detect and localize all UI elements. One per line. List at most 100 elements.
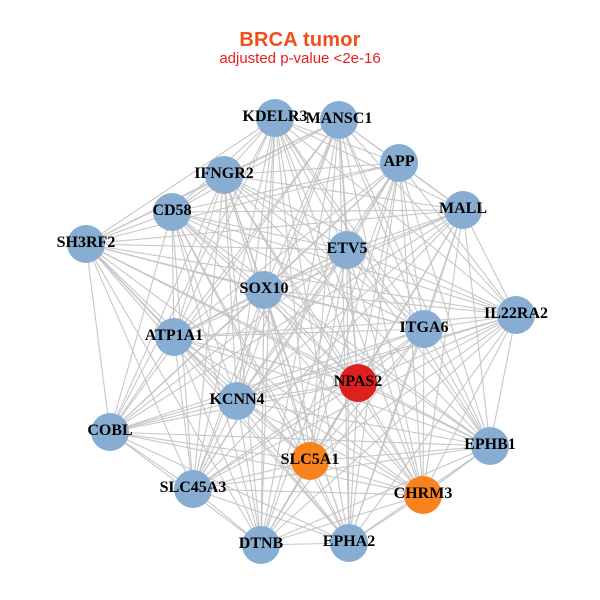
node-KDELR3 [256,99,294,137]
node-label-KCNN4: KCNN4 [209,391,264,408]
edge-NPAS2-SLC45A3 [192,382,359,490]
edge-MALL-CHRM3 [422,209,464,496]
node-EPHA2 [330,524,368,562]
edge-MANSC1-COBL [109,119,340,433]
node-label-MANSC1: MANSC1 [306,110,373,127]
edge-IFNGR2-COBL [109,174,225,433]
edge-MANSC1-CD58 [171,119,340,213]
edge-IFNGR2-ETV5 [223,174,348,251]
edge-SLC45A3-CHRM3 [192,488,424,496]
edge-IFNGR2-EPHB1 [223,174,491,447]
edge-ITGA6-DTNB [260,328,425,546]
edge-layer [85,117,517,546]
edge-SH3RF2-EPHB1 [85,243,491,447]
edge-APP-DTNB [260,162,400,546]
node-KCNN4 [218,382,256,420]
edge-ETV5-SLC45A3 [192,249,348,490]
edge-SOX10-COBL [109,289,265,433]
node-MANSC1 [320,101,358,139]
node-label-COBL: COBL [87,422,132,439]
edge-SOX10-NPAS2 [263,289,359,384]
edge-APP-IFNGR2 [223,162,400,176]
edge-ETV5-CHRM3 [346,249,424,496]
edge-IL22RA2-EPHA2 [348,314,517,544]
edge-MALL-IL22RA2 [462,209,517,316]
edge-MALL-KCNN4 [236,209,464,402]
edge-KDELR3-SLC45A3 [192,117,276,490]
node-label-SOX10: SOX10 [240,280,289,297]
edge-KDELR3-ITGA6 [274,117,425,330]
node-label-EPHB1: EPHB1 [464,436,516,453]
edge-EPHB1-SLC45A3 [192,445,491,490]
edge-ATP1A1-EPHB1 [173,336,491,447]
edge-SH3RF2-IL22RA2 [85,243,517,316]
node-NPAS2 [339,364,377,402]
edge-IL22RA2-EPHB1 [489,314,517,447]
edge-MALL-SLC45A3 [192,209,464,490]
edge-COBL-EPHB1 [109,431,491,447]
edge-ETV5-SLC5A1 [309,249,348,462]
node-label-DTNB: DTNB [239,535,284,552]
edge-CD58-ITGA6 [171,211,425,330]
edge-NPAS2-EPHB1 [357,382,491,447]
edge-CD58-SOX10 [171,211,265,291]
edge-SOX10-IL22RA2 [263,289,517,316]
node-DTNB [242,526,280,564]
edge-IL22RA2-KCNN4 [236,314,517,402]
node-label-ETV5: ETV5 [327,240,368,257]
edge-ATP1A1-SLC45A3 [173,336,194,490]
node-SOX10 [245,271,283,309]
node-ETV5 [328,231,366,269]
edge-KDELR3-SH3RF2 [85,117,276,245]
edge-MALL-EPHB1 [462,209,491,447]
node-SH3RF2 [67,225,105,263]
node-label-CD58: CD58 [152,202,191,219]
node-label-ITGA6: ITGA6 [400,319,449,336]
edge-APP-IL22RA2 [398,162,517,316]
edge-IFNGR2-ATP1A1 [173,174,225,338]
edge-ITGA6-SLC45A3 [192,328,425,490]
node-label-EPHA2: EPHA2 [323,533,375,550]
edge-SH3RF2-ETV5 [85,243,348,251]
edge-APP-EPHA2 [348,162,400,544]
edge-ETV5-DTNB [260,249,348,546]
edge-ATP1A1-EPHA2 [173,336,350,544]
edge-SH3RF2-CHRM3 [85,243,424,496]
edge-ITGA6-KCNN4 [236,328,425,402]
edge-MANSC1-KCNN4 [236,119,340,402]
chart-title: BRCA tumor [239,29,361,51]
edge-ITGA6-ATP1A1 [173,328,425,338]
node-layer [67,99,535,564]
edge-SLC45A3-EPHA2 [192,488,350,544]
node-SLC45A3 [174,470,212,508]
edge-KCNN4-COBL [109,400,238,433]
node-label-KDELR3: KDELR3 [243,108,308,125]
node-ATP1A1 [155,318,193,356]
edge-CD58-SLC5A1 [171,211,311,462]
edge-ATP1A1-CHRM3 [173,336,424,496]
edge-IL22RA2-COBL [109,314,517,433]
edge-IFNGR2-SLC5A1 [223,174,311,462]
edge-ATP1A1-NPAS2 [173,336,359,384]
edge-SH3RF2-SLC45A3 [85,243,194,490]
chart-subtitle: adjusted p-value <2e-16 [219,50,381,67]
edge-ITGA6-COBL [109,328,425,433]
edge-KDELR3-MALL [274,117,464,211]
node-label-SH3RF2: SH3RF2 [57,234,116,251]
edge-MANSC1-SOX10 [263,119,340,291]
edge-KCNN4-EPHB1 [236,400,491,447]
edge-EPHB1-DTNB [260,445,491,546]
edge-IL22RA2-CHRM3 [422,314,517,496]
edge-KCNN4-CHRM3 [236,400,424,496]
edge-CD58-ATP1A1 [171,211,175,338]
node-label-SLC5A1: SLC5A1 [281,451,340,468]
edge-EPHB1-SLC5A1 [309,445,491,462]
edge-SH3RF2-DTNB [85,243,262,546]
edge-SLC5A1-CHRM3 [309,460,424,496]
edge-IFNGR2-MALL [223,174,464,211]
node-EPHB1 [471,427,509,465]
edge-MALL-CD58 [171,209,464,213]
edge-NPAS2-CHRM3 [357,382,424,496]
edge-KDELR3-SOX10 [263,117,276,291]
